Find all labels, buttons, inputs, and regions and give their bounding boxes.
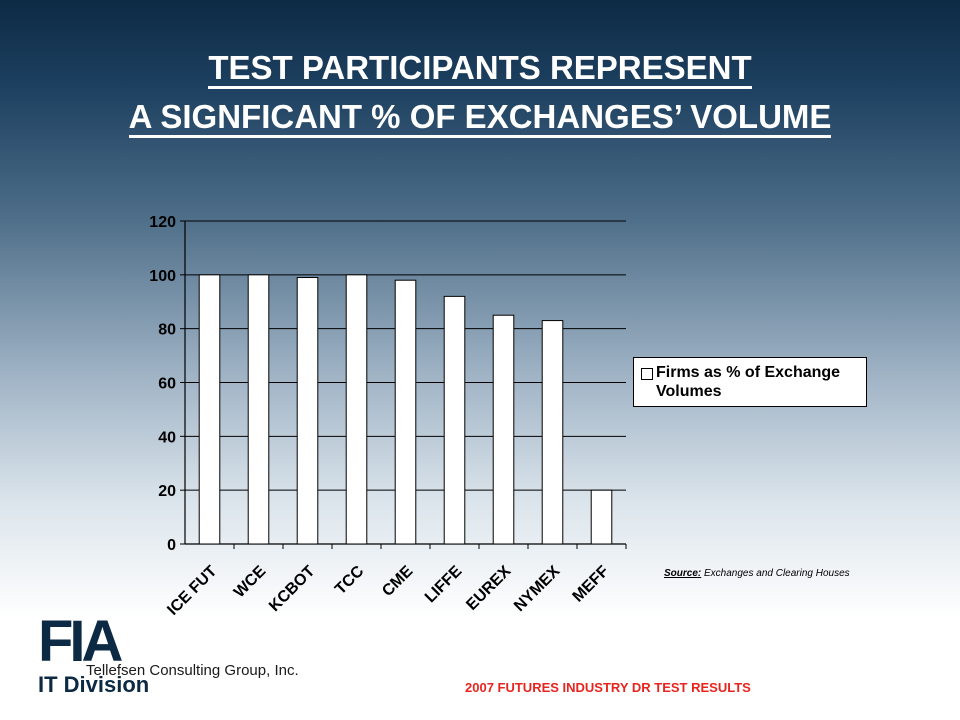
y-tick-label: 40 xyxy=(158,429,176,446)
bar xyxy=(394,279,417,545)
y-tick-label: 60 xyxy=(158,376,176,393)
y-tick-label: 20 xyxy=(158,483,176,500)
chart-legend: Firms as % of Exchange Volumes xyxy=(633,357,867,407)
x-tick-label: TCC xyxy=(332,562,368,598)
bar xyxy=(492,314,515,545)
y-tick-label: 120 xyxy=(149,214,176,231)
title-line-2: A SIGNFICANT % OF EXCHANGES’ VOLUME xyxy=(128,99,832,138)
source-label: Source: xyxy=(664,568,702,579)
y-tick-label: 100 xyxy=(149,268,176,285)
slide-title: TEST PARTICIPANTS REPRESENT A SIGNFICANT… xyxy=(0,46,960,144)
bar xyxy=(247,274,270,545)
legend-swatch xyxy=(641,368,653,380)
x-tick-label: LIFFE xyxy=(422,563,466,607)
bar xyxy=(345,274,368,545)
x-tick-label: NYMEX xyxy=(511,563,563,615)
y-tick-label: 0 xyxy=(167,537,176,554)
consulting-credit: Tellefsen Consulting Group, Inc. xyxy=(86,662,299,679)
bar xyxy=(198,274,221,545)
fia-logo: FIA IT Division xyxy=(38,612,162,706)
x-tick-label: KCBOT xyxy=(266,563,318,615)
logo-wordmark: FIA xyxy=(38,609,123,674)
title-line-1: TEST PARTICIPANTS REPRESENT xyxy=(208,50,752,89)
y-tick-label: 80 xyxy=(158,322,176,339)
bar xyxy=(590,489,613,545)
x-tick-label: ICE FUT xyxy=(164,563,220,619)
legend-label: Firms as % of Exchange Volumes xyxy=(656,364,841,400)
bar xyxy=(296,277,319,545)
x-tick-label: CME xyxy=(379,563,416,600)
x-tick-label: EUREX xyxy=(463,563,514,614)
bar xyxy=(443,295,466,545)
source-note: Source: Exchanges and Clearing Houses xyxy=(664,568,850,579)
source-text: Exchanges and Clearing Houses xyxy=(704,568,850,579)
x-tick-label: WCE xyxy=(231,563,270,602)
footer-text: 2007 FUTURES INDUSTRY DR TEST RESULTS xyxy=(465,680,751,695)
x-tick-label: MEFF xyxy=(570,563,613,606)
bar xyxy=(541,320,564,545)
logo-division: IT Division xyxy=(38,672,150,697)
